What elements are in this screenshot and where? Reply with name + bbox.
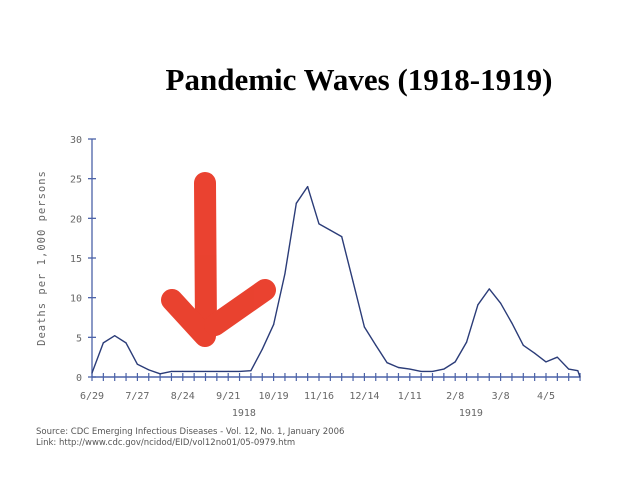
arrow-stroke (204, 279, 276, 336)
data-point (431, 370, 434, 373)
data-point (148, 369, 150, 371)
year-label: 1919 (459, 408, 483, 419)
year-label: 1918 (232, 408, 256, 419)
data-point (295, 202, 297, 204)
x-tick-label: 10/19 (259, 391, 289, 402)
red-arrow-annotation (161, 172, 276, 347)
y-tick-label: 15 (70, 254, 82, 265)
data-point (102, 342, 104, 344)
data-point (204, 370, 207, 373)
data-point (250, 370, 252, 372)
arrow-stroke (194, 172, 217, 341)
data-point (500, 302, 502, 304)
y-tick-label: 30 (70, 135, 82, 146)
data-point (318, 223, 320, 225)
series-line (91, 185, 581, 378)
data-point (273, 324, 275, 326)
data-point (465, 341, 468, 343)
data-point (182, 370, 184, 373)
data-point (238, 370, 241, 373)
y-tick-label: 0 (76, 373, 82, 384)
data-point (284, 273, 286, 275)
data-point (91, 372, 93, 374)
x-tick-label: 7/27 (125, 391, 149, 402)
data-point (363, 326, 365, 328)
data-point (193, 370, 195, 373)
x-tick-label: 9/21 (216, 391, 240, 402)
data-point (341, 235, 343, 238)
data-point (443, 368, 445, 370)
data-point (420, 370, 422, 373)
data-point (579, 376, 581, 378)
data-point (522, 344, 524, 346)
data-point (545, 361, 547, 363)
x-tick-label: 4/5 (537, 391, 555, 402)
data-point (397, 366, 400, 369)
data-point (352, 281, 354, 283)
x-tick-label: 12/14 (349, 391, 379, 402)
y-tick-label: 20 (70, 214, 82, 225)
y-tick-label: 25 (70, 175, 82, 186)
x-tick-label: 3/8 (492, 391, 510, 402)
chart-title: Pandemic Waves (1918-1919) (165, 62, 553, 97)
data-point (261, 348, 263, 350)
data-point (216, 370, 218, 373)
data-point (568, 368, 570, 370)
y-tick-label: 5 (76, 333, 82, 344)
x-tick-label: 11/16 (304, 391, 334, 402)
data-point (409, 368, 411, 370)
data-point (477, 304, 479, 306)
x-tick-label: 8/24 (171, 391, 195, 402)
x-tick-label: 1/11 (398, 391, 422, 402)
data-point (386, 362, 388, 364)
data-point (159, 373, 161, 375)
x-tick-label: 6/29 (80, 391, 104, 402)
data-point (307, 186, 309, 188)
y-axis-label: Deaths per 1,000 persons (36, 170, 48, 346)
source-citation: Source: CDC Emerging Infectious Diseases… (36, 427, 345, 437)
data-point (170, 370, 173, 373)
x-tick-label: 2/8 (446, 391, 464, 402)
arrow-stroke (161, 289, 216, 347)
data-point (511, 322, 513, 324)
data-point (556, 356, 558, 358)
y-tick-label: 10 (70, 294, 82, 305)
data-point (125, 342, 127, 344)
data-point (488, 288, 490, 290)
data-point (329, 229, 331, 231)
data-point (114, 335, 116, 337)
data-point (454, 361, 456, 363)
data-point (227, 370, 229, 373)
data-point (534, 352, 536, 354)
data-point (136, 363, 138, 365)
data-point (577, 370, 579, 372)
source-link[interactable]: Link: http://www.cdc.gov/ncidod/EID/vol1… (36, 438, 296, 448)
data-point (375, 344, 377, 346)
